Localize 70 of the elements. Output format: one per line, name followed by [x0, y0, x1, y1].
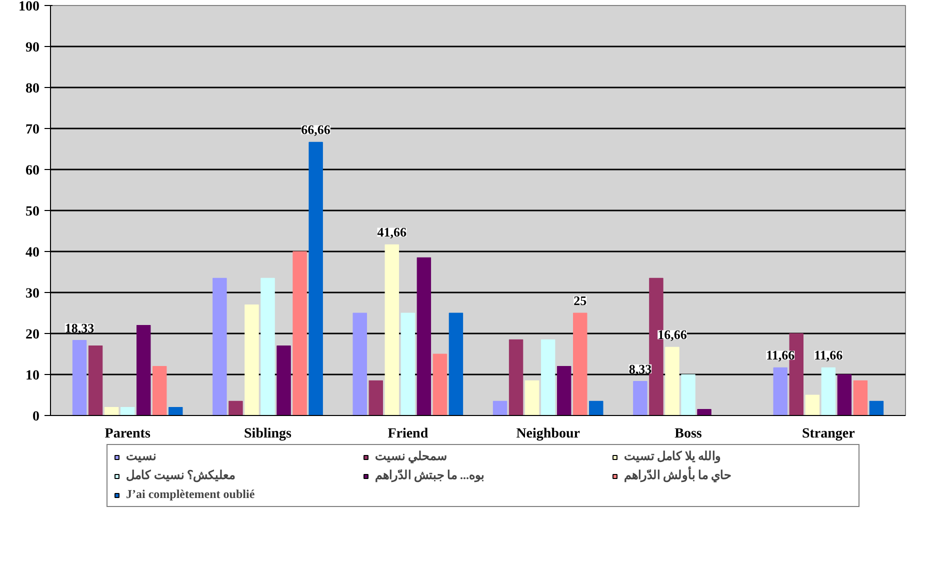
x-tick-label: Neighbour	[516, 426, 580, 442]
bar	[681, 374, 696, 416]
bar	[524, 380, 540, 416]
data-label: 11,66	[814, 348, 844, 363]
bar	[416, 257, 432, 416]
y-tick-label: 80	[26, 82, 40, 96]
bar	[697, 409, 712, 416]
bar	[104, 407, 119, 416]
y-tick-label: 60	[26, 164, 40, 178]
bar	[260, 278, 275, 416]
bar	[212, 278, 227, 416]
bar	[292, 251, 307, 416]
bar	[244, 304, 259, 416]
data-label: 66,66	[301, 122, 331, 138]
bar	[276, 346, 291, 416]
legend-label: نسيت	[126, 449, 157, 464]
data-label: 11,66	[766, 348, 796, 363]
legend-label: حاي ما بأولش الدّراهم	[624, 468, 732, 483]
bar	[665, 346, 680, 416]
y-tick-label: 20	[26, 328, 40, 342]
bar	[72, 340, 87, 416]
bar	[88, 346, 103, 416]
bar	[492, 400, 508, 416]
data-label: 8,33	[628, 361, 652, 376]
bar	[308, 142, 323, 416]
legend-label: معليكش؟ نسيت كامل	[126, 468, 236, 483]
bar	[136, 325, 151, 416]
bar	[773, 367, 788, 416]
legend-label: سمحلي نسيت	[375, 449, 448, 464]
data-label: 18,33	[64, 320, 95, 336]
data-label: 16,66	[658, 327, 688, 342]
bar	[821, 367, 836, 416]
bar	[508, 339, 524, 416]
bar	[368, 380, 383, 416]
y-tick-label: 30	[26, 286, 40, 302]
bar	[589, 400, 604, 416]
bar	[228, 400, 243, 416]
x-tick-label: Parents	[104, 426, 151, 442]
bar	[633, 381, 648, 416]
bar	[853, 380, 868, 416]
y-tick-label: 0	[32, 410, 40, 424]
bar	[352, 312, 367, 416]
x-tick-label: Stranger	[802, 426, 855, 442]
y-tick-label: 100	[18, 0, 40, 14]
x-tick-label: Boss	[674, 426, 702, 442]
bar	[573, 312, 588, 416]
x-tick-label: Siblings	[244, 426, 292, 442]
bar	[152, 366, 167, 416]
y-tick-label: 10	[26, 368, 40, 384]
legend-label: J’ai complètement oublié	[126, 487, 256, 502]
legend-label: والله يلا كامل تسيت	[624, 449, 722, 464]
bar	[805, 394, 820, 416]
bar	[540, 339, 556, 416]
legend-label: بوه... ما جبتش الدّراهم	[375, 468, 485, 483]
bar	[869, 400, 884, 416]
x-tick-label: Friend	[388, 426, 428, 442]
y-tick-label: 90	[26, 40, 40, 56]
data-label: 41,66	[377, 224, 408, 240]
bar	[120, 407, 135, 416]
data-label: 25	[574, 293, 588, 308]
bar	[837, 374, 852, 416]
bar	[448, 312, 464, 416]
y-tick-label: 40	[26, 246, 40, 260]
bar	[556, 366, 572, 416]
bar	[168, 407, 183, 416]
bar	[400, 312, 416, 416]
y-tick-label: 70	[26, 122, 40, 138]
bar	[384, 244, 400, 416]
y-tick-label: 50	[26, 204, 40, 220]
bar	[432, 354, 448, 416]
